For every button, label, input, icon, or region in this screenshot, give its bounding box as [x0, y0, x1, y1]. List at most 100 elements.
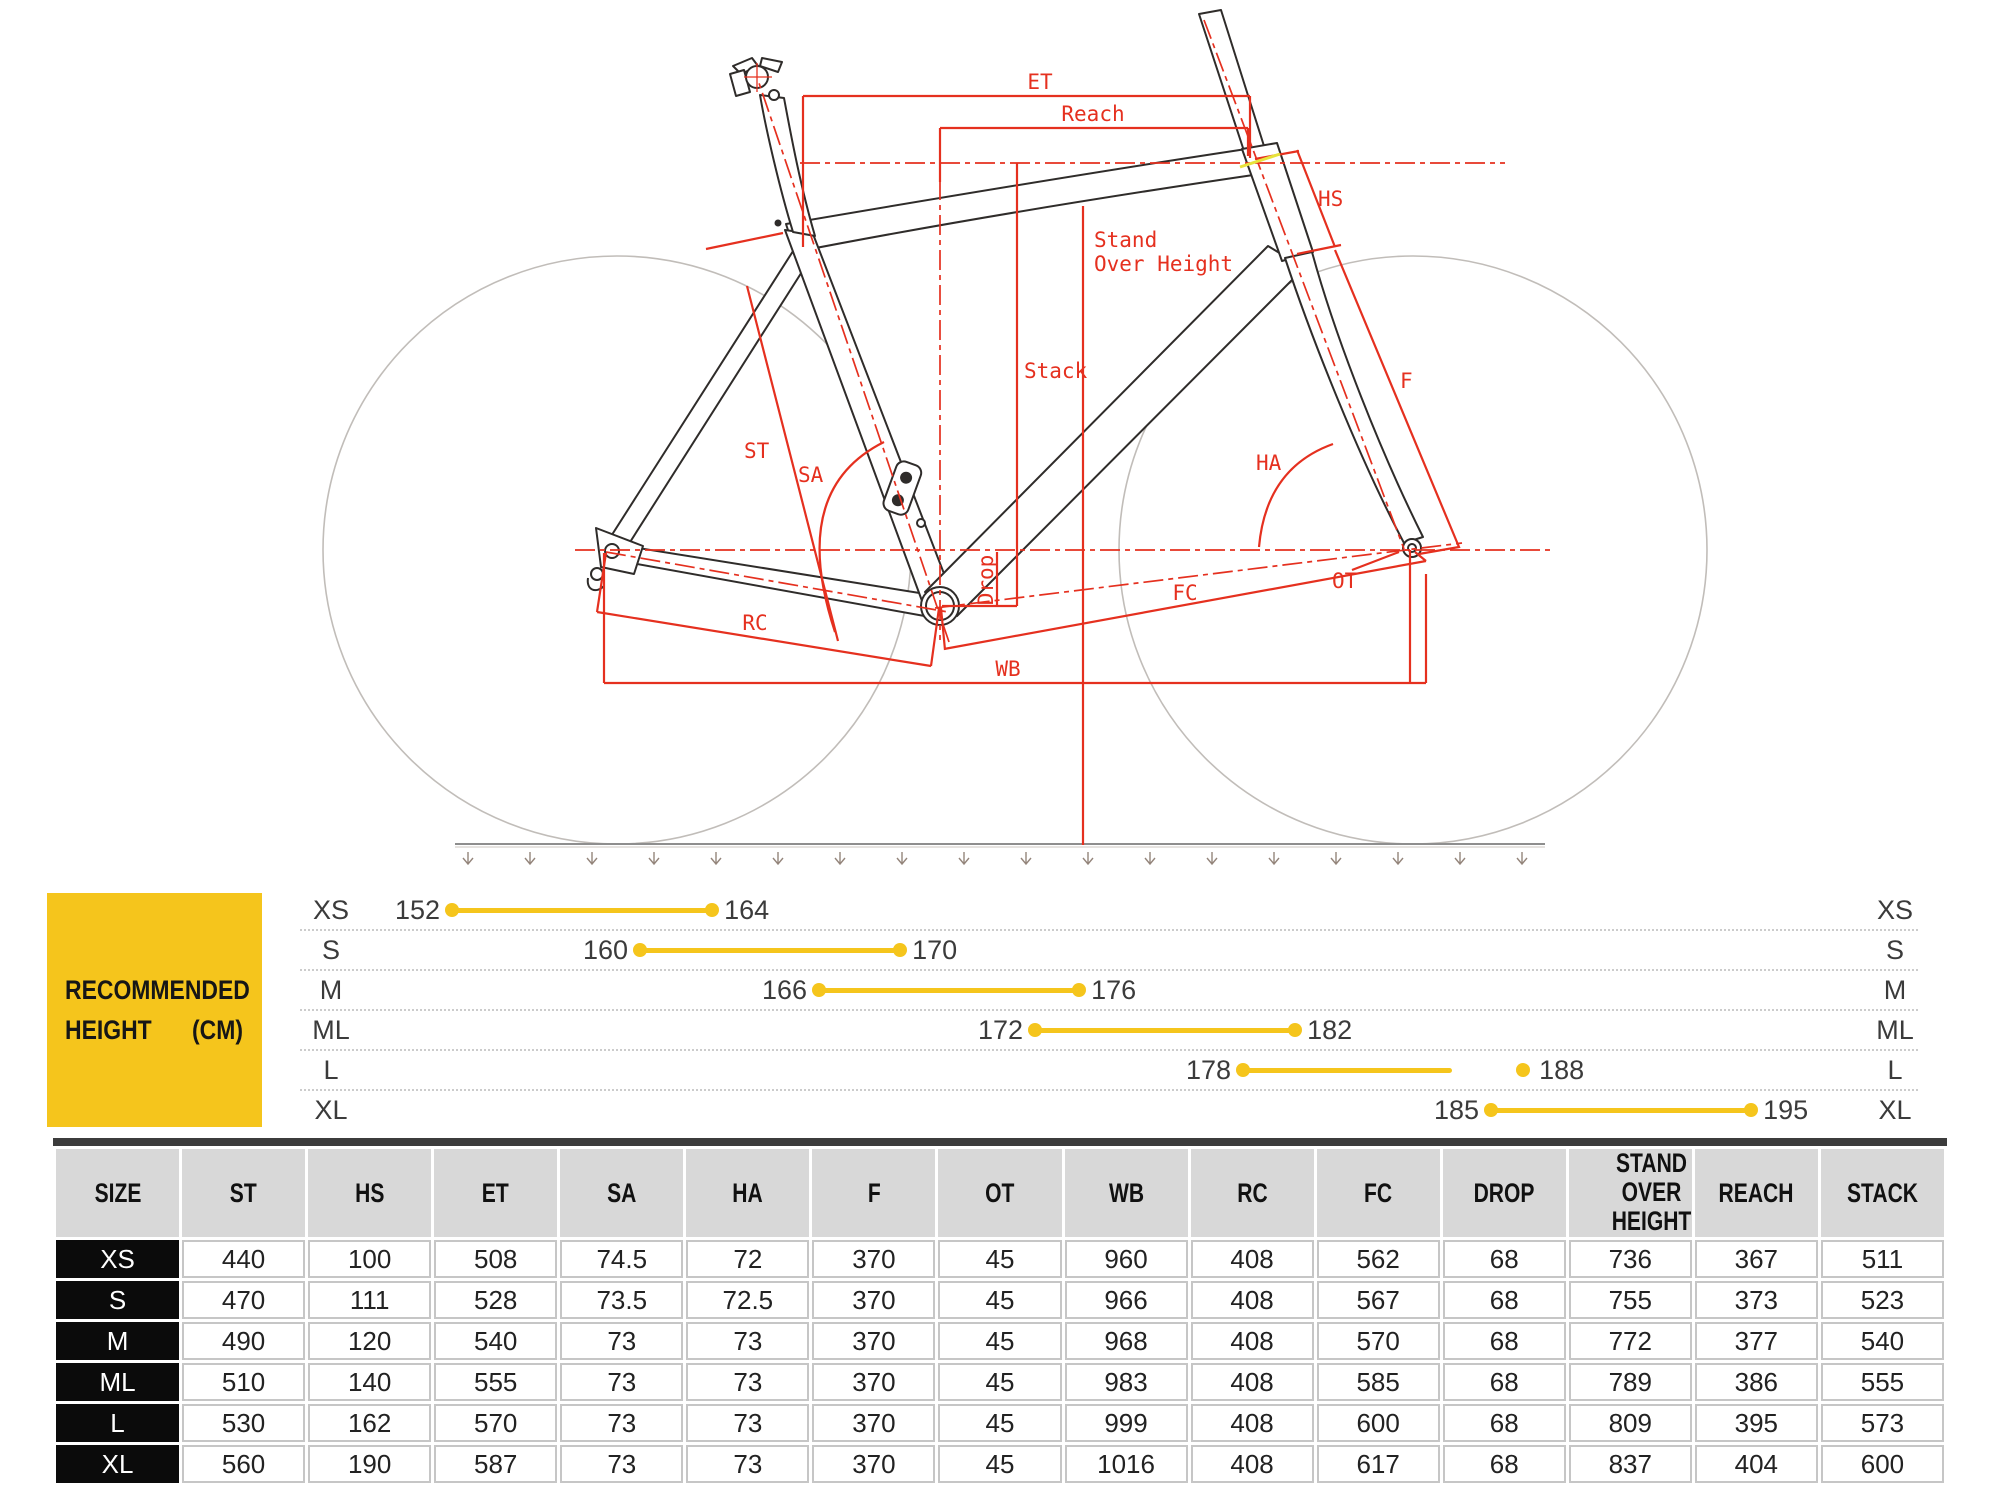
- dim-label-ha: HA: [1256, 451, 1282, 475]
- range-min: 185: [1434, 1094, 1480, 1125]
- wb-dimension: [602, 553, 1426, 685]
- range-line: [1028, 1023, 1303, 1037]
- value-cell: 72.5: [686, 1281, 810, 1320]
- ot-dimension: [1351, 550, 1428, 683]
- value-cell: 983: [1064, 1363, 1188, 1402]
- dim-label-sa: SA: [798, 463, 824, 487]
- value-cell: 45: [938, 1404, 1062, 1443]
- table-row-s: S 470 111 528 73.5 72.5 370 45 966 408 5…: [56, 1281, 1944, 1320]
- size-cell: ML: [56, 1363, 180, 1402]
- value-cell: 73: [686, 1363, 810, 1402]
- header-cell-ot: OT: [938, 1149, 1062, 1238]
- size-label-left: XL: [314, 1095, 348, 1125]
- front-center-axis: [934, 542, 1463, 609]
- value-cell: 567: [1316, 1281, 1440, 1320]
- value-cell: 440: [182, 1240, 306, 1279]
- header-cell-fc: FC: [1316, 1149, 1440, 1238]
- value-cell: 100: [308, 1240, 432, 1279]
- value-cell: 111: [308, 1281, 432, 1320]
- height-range-bar: 152 164: [395, 890, 769, 930]
- value-cell: 73: [560, 1404, 684, 1443]
- hanger-tail: [586, 577, 605, 592]
- height-range-bar: 166 176: [762, 970, 1136, 1010]
- value-cell: 68: [1442, 1240, 1566, 1279]
- header-cell-st: ST: [182, 1149, 306, 1238]
- value-cell: 162: [308, 1404, 432, 1443]
- height-range-bar: 185 195: [1434, 1090, 1808, 1130]
- saddle-clamp-jaw: [759, 57, 783, 73]
- header-cell-et: ET: [434, 1149, 558, 1238]
- value-cell: 960: [1064, 1240, 1188, 1279]
- reach-dimension: [938, 126, 1250, 182]
- table-row-ml: ML 510 140 555 73 73 370 45 983 408 585 …: [56, 1363, 1944, 1402]
- value-cell: 73: [560, 1445, 684, 1484]
- height-range-bar: 160 170: [583, 930, 957, 970]
- value-cell: 73: [686, 1322, 810, 1361]
- size-cell: L: [56, 1404, 180, 1443]
- value-cell: 74.5: [560, 1240, 684, 1279]
- recommended-height-section: RECOMMENDED HEIGHT (CM) XS XS 152 164 S …: [0, 888, 2000, 1130]
- value-cell: 570: [434, 1404, 558, 1443]
- header-cell-wb: WB: [1064, 1149, 1188, 1238]
- size-label-right: S: [1885, 935, 1904, 965]
- value-cell: 528: [434, 1281, 558, 1320]
- value-cell: 530: [182, 1404, 306, 1443]
- range-max: 176: [1091, 974, 1137, 1005]
- size-label-right: ML: [1876, 1015, 1914, 1045]
- dim-label-st: ST: [744, 439, 770, 463]
- value-cell: 585: [1316, 1363, 1440, 1402]
- value-cell: 968: [1064, 1322, 1188, 1361]
- value-cell: 408: [1190, 1281, 1314, 1320]
- dim-label-reach: Reach: [1061, 102, 1124, 126]
- head-tube-axis: [1203, 19, 1405, 550]
- range-min: 178: [1186, 1054, 1232, 1085]
- height-range-bar: 172 182: [978, 1010, 1352, 1050]
- value-cell: 377: [1694, 1322, 1818, 1361]
- value-cell: 68: [1442, 1281, 1566, 1320]
- value-cell: 73: [686, 1404, 810, 1443]
- value-cell: 370: [812, 1281, 936, 1320]
- height-row-s: S S 160 170: [0, 930, 2000, 971]
- value-cell: 68: [1442, 1322, 1566, 1361]
- recommended-height-label: RECOMMENDED HEIGHT (CM): [47, 893, 262, 1127]
- value-cell: 408: [1190, 1445, 1314, 1484]
- value-cell: 555: [434, 1363, 558, 1402]
- range-max: 164: [724, 894, 770, 925]
- dimension-lines: [595, 63, 1461, 845]
- size-cell: M: [56, 1322, 180, 1361]
- table-row-xs: XS 440 100 508 74.5 72 370 45 960 408 56…: [56, 1240, 1944, 1279]
- value-cell: 789: [1568, 1363, 1692, 1402]
- range-line: [445, 903, 720, 917]
- dim-label-f: F: [1400, 369, 1413, 393]
- value-cell: 772: [1568, 1322, 1692, 1361]
- row-divider: [300, 1009, 1918, 1011]
- ground-arrows: [462, 851, 1528, 865]
- table-row-m: M 490 120 540 73 73 370 45 968 408 570 6…: [56, 1322, 1944, 1361]
- value-cell: 617: [1316, 1445, 1440, 1484]
- header-cell-rc: RC: [1190, 1149, 1314, 1238]
- size-label-right: M: [1883, 975, 1907, 1005]
- value-cell: 540: [434, 1322, 558, 1361]
- ground-line: [455, 843, 1545, 848]
- range-min: 172: [978, 1014, 1024, 1045]
- value-cell: 140: [308, 1363, 432, 1402]
- dim-label-wb: WB: [995, 657, 1020, 681]
- value-cell: 809: [1568, 1404, 1692, 1443]
- header-cell-hs: HS: [308, 1149, 432, 1238]
- table-row-l: L 530 162 570 73 73 370 45 999 408 600 6…: [56, 1404, 1944, 1443]
- head-top-highlight: [1239, 152, 1281, 169]
- value-cell: 45: [938, 1445, 1062, 1484]
- value-cell: 370: [812, 1445, 936, 1484]
- value-cell: 68: [1442, 1363, 1566, 1402]
- seat-tube: [784, 229, 954, 610]
- height-row-m: M M 166 176: [0, 970, 2000, 1011]
- dim-label-stand-over-2: Over Height: [1094, 252, 1233, 276]
- table-header-row: SIZE ST HS ET SA HA F OT WB RC FC DROP S…: [56, 1148, 1944, 1238]
- range-line: [1484, 1103, 1759, 1117]
- seat-stay: [607, 247, 813, 551]
- saddle-crosshair: [744, 63, 772, 92]
- value-cell: 600: [1316, 1404, 1440, 1443]
- value-cell: 395: [1694, 1404, 1818, 1443]
- dim-label-hs: HS: [1318, 187, 1343, 211]
- header-cell-size: SIZE: [56, 1149, 180, 1238]
